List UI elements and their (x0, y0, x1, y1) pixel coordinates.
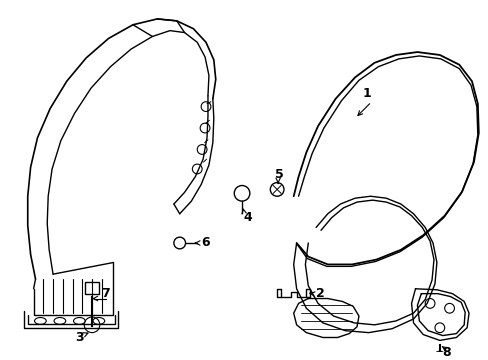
Text: 2: 2 (315, 287, 324, 300)
Text: 7: 7 (101, 287, 110, 300)
Text: 3: 3 (75, 331, 83, 344)
Text: 1: 1 (362, 87, 370, 100)
Text: 8: 8 (442, 346, 450, 359)
Text: 6: 6 (201, 237, 210, 249)
Bar (85, 282, 99, 294)
Text: 5: 5 (274, 168, 283, 181)
Text: 4: 4 (243, 211, 252, 224)
